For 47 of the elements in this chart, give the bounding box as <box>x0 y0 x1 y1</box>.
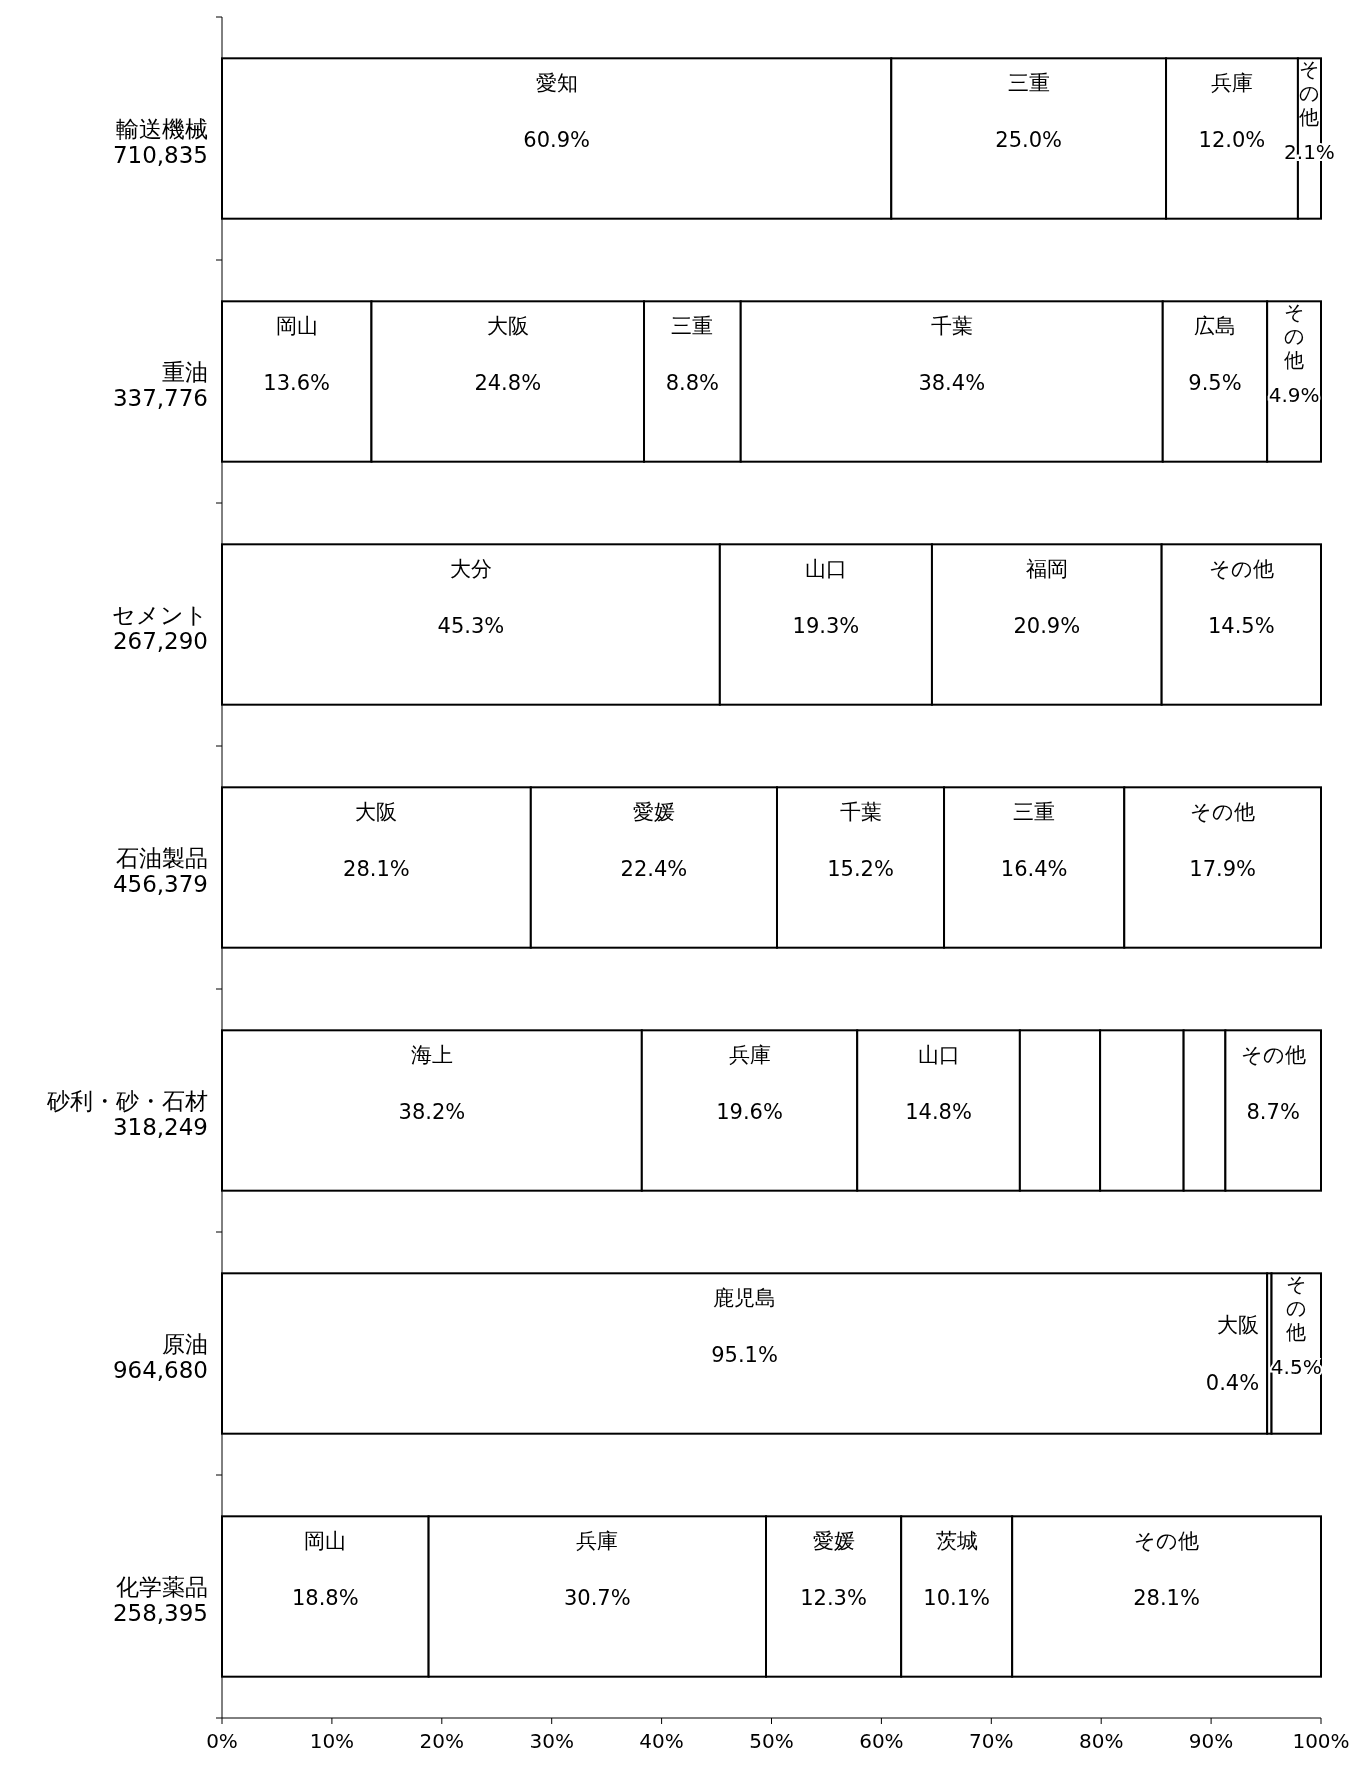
text: 兵庫 30.7% <box>563 1529 631 1610</box>
y-tick-label: 砂利・砂・石材 318,249 <box>46 1087 208 1140</box>
x-tick-label: 70% <box>969 1729 1014 1753</box>
x-tick-label: 40% <box>639 1729 684 1753</box>
text: 大阪 24.8% <box>474 314 542 395</box>
text: 福岡 20.9% <box>1013 557 1081 638</box>
x-tick-label: 50% <box>749 1729 794 1753</box>
x-tick-label: 30% <box>529 1729 574 1753</box>
y-tick-label: 化学薬品 258,395 <box>112 1573 208 1626</box>
data-label: その他 4.9% <box>1268 300 1320 407</box>
text: 愛媛 22.4% <box>620 800 688 881</box>
y-tick-label: 原油 964,680 <box>112 1330 208 1383</box>
x-tick-label: 100% <box>1292 1729 1350 1753</box>
x-tick-label: 80% <box>1078 1729 1124 1753</box>
text: 兵庫 12.0% <box>1198 71 1266 152</box>
x-tick-label: 90% <box>1188 1729 1234 1753</box>
text: 愛知 60.9% <box>523 71 590 152</box>
text: 大分 45.3% <box>437 557 505 638</box>
text: その他 8.7% <box>1240 1043 1306 1124</box>
text: 千葉 38.4% <box>918 314 986 395</box>
text: 山口 19.3% <box>792 557 860 638</box>
text: 千葉 15.2% <box>827 800 894 881</box>
text: 大阪 28.1% <box>343 800 410 881</box>
y-tick-label: 石油製品 456,379 <box>112 844 208 897</box>
y-tick-label: 重油 337,776 <box>112 358 208 411</box>
x-tick-label: 10% <box>309 1729 355 1753</box>
text: 三重 25.0% <box>995 71 1063 152</box>
text: 愛媛 12.3% <box>800 1529 867 1610</box>
x-tick-label: 60% <box>859 1729 904 1753</box>
text: その他 28.1% <box>1133 1529 1200 1610</box>
text: その他 14.5% <box>1207 557 1275 638</box>
text: 兵庫 19.6% <box>716 1043 783 1124</box>
x-tick-label: 0% <box>206 1729 238 1753</box>
text: 鹿児島 95.1% <box>711 1286 778 1367</box>
text: 広島 9.5% <box>1188 314 1242 395</box>
text: その他 17.9% <box>1189 800 1256 881</box>
text: 山口 14.8% <box>905 1043 972 1124</box>
text: 大阪 0.4% <box>1205 1312 1260 1395</box>
text: 茨城 10.1% <box>923 1529 991 1610</box>
x-tick-label: 20% <box>419 1729 465 1753</box>
text: 海上 38.2% <box>398 1043 466 1124</box>
text: 岡山 18.8% <box>291 1529 359 1610</box>
y-tick-label: セメント 267,290 <box>112 601 208 654</box>
text: 岡山 13.6% <box>263 314 331 395</box>
text: 三重 16.4% <box>1000 800 1068 881</box>
y-tick-label: 輸送機械 710,835 <box>112 115 208 168</box>
text: 三重 8.8% <box>665 314 720 395</box>
